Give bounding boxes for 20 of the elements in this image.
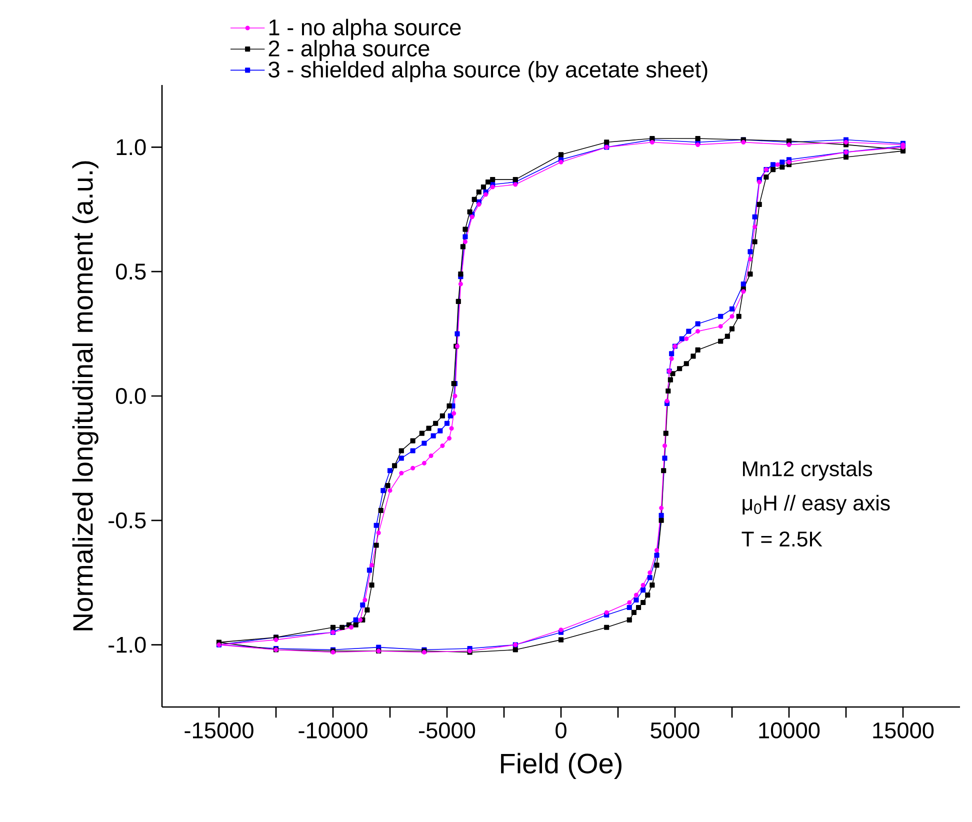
legend-label: 3 - shielded alpha source (by acetate sheet)	[268, 60, 708, 82]
x-tick-label: 10000	[759, 722, 820, 738]
annotation: μ$_{0}$H // easy axis	[742, 494, 890, 515]
y-axis-title: Normalized longitudinal moment (a.u.)	[72, 161, 98, 630]
y-tick-label: 0.5	[116, 264, 146, 280]
x-tick-label: -5000	[419, 722, 476, 738]
legend-label: 2 - alpha source	[268, 40, 430, 62]
x-tick-label: 5000	[650, 722, 700, 738]
x-tick-label: 15000	[873, 722, 934, 738]
annotation: T = 2.5K	[742, 532, 822, 547]
y-tick-label: 0.0	[116, 388, 146, 404]
legend-label: 1 - no alpha source	[269, 18, 461, 40]
x-tick-label: -15000	[184, 722, 254, 738]
x-axis-title: Field (Oe)	[501, 752, 622, 779]
annotation: Mn12 crystals	[743, 460, 872, 481]
y-tick-label: -0.5	[108, 512, 146, 528]
y-tick-label: -1.0	[108, 636, 146, 653]
y-tick-label: 1.0	[116, 139, 146, 156]
x-tick-label: 0	[556, 722, 566, 738]
x-tick-label: -10000	[298, 722, 368, 738]
